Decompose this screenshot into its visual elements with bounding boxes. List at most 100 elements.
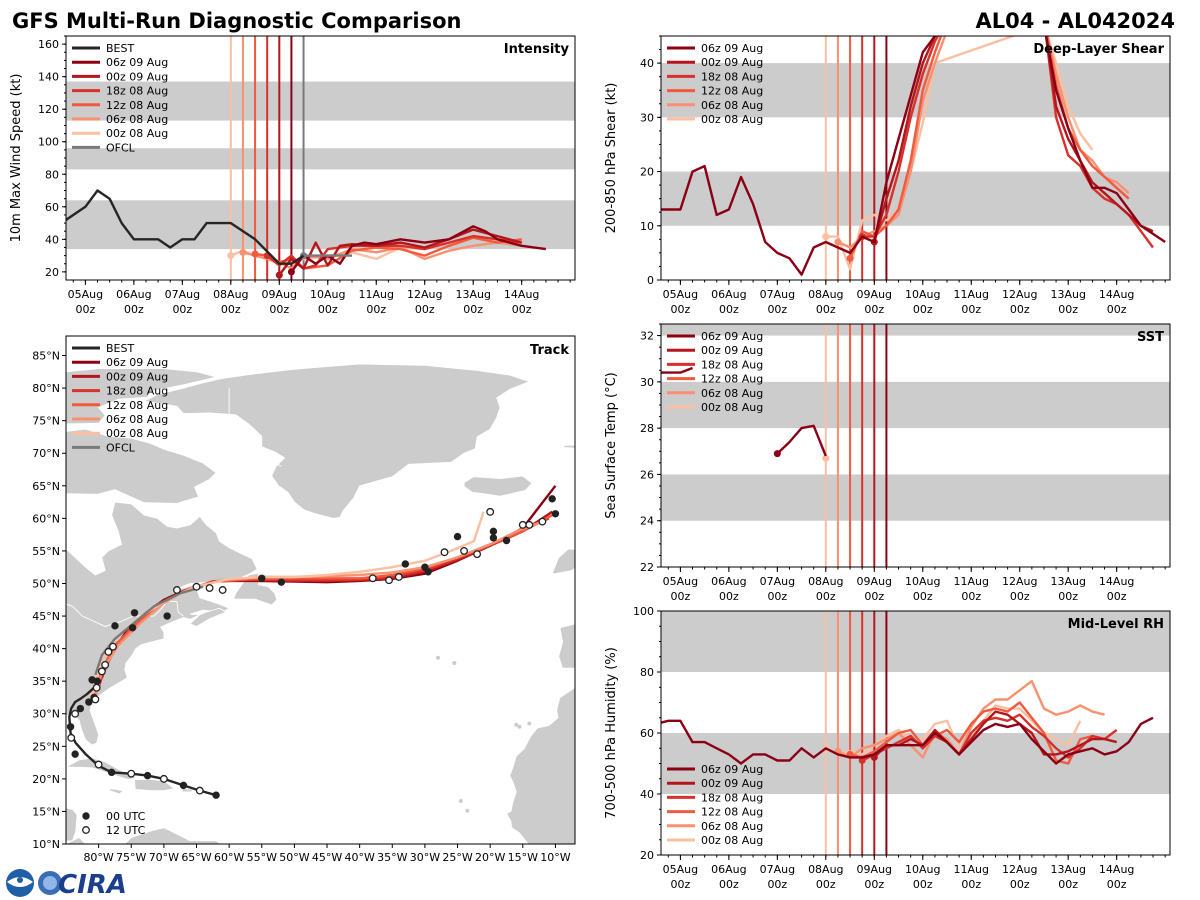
africa-iberia-land <box>505 623 575 844</box>
track-legend-label: OFCL <box>106 441 136 454</box>
intensity-legend-label: 18z 08 Aug <box>106 85 168 98</box>
shear-legend-label: 18z 08 Aug <box>701 70 763 83</box>
atlantic-island-land <box>527 721 532 726</box>
sst-xtick-day: 10Aug <box>905 575 940 588</box>
shear-xtick-day: 09Aug <box>857 288 892 301</box>
track-point-00utc <box>453 532 462 541</box>
atlantic-island-land <box>465 808 470 813</box>
sst-ytick-label: 30 <box>640 376 654 389</box>
track-point-12utc <box>518 520 527 529</box>
rh-xtick-hour: 00z <box>961 878 981 891</box>
baffin-island-land <box>66 428 217 504</box>
shear-title: Deep-Layer Shear <box>1033 42 1164 57</box>
intensity-xtick-hour: 00z <box>269 303 289 316</box>
shear-legend-label: 12z 08 Aug <box>701 85 763 98</box>
sst-xtick-hour: 00z <box>1107 590 1127 603</box>
track-lat-label: 70°N <box>32 447 60 460</box>
track-point-12utc <box>101 660 110 669</box>
rh-xtick-day: 10Aug <box>905 863 940 876</box>
track-legend-marker-label: 00 UTC <box>106 810 146 823</box>
rh-legend-label: 12z 08 Aug <box>701 806 763 819</box>
rh-legend-label: 00z 09 Aug <box>701 777 763 790</box>
rh-xtick-hour: 00z <box>1107 878 1127 891</box>
shear-xtick-day: 05Aug <box>663 288 698 301</box>
shear-legend-label: 00z 08 Aug <box>701 113 763 126</box>
shear-band <box>661 171 1170 226</box>
track-point-12utc <box>218 586 227 594</box>
track-lon-label: 40°W <box>344 851 374 864</box>
intensity-ytick-label: 100 <box>38 136 59 149</box>
intensity-panel: Intensity 10m Max Wind Speed (kt) 20 40 60 80… <box>9 35 576 316</box>
track-point-12utc <box>192 582 201 591</box>
track-point-12utc <box>97 667 106 676</box>
sst-xtick-day: 07Aug <box>760 575 795 588</box>
rh-xtick-day: 13Aug <box>1050 863 1085 876</box>
rh-xtick-hour: 00z <box>816 878 836 891</box>
iceland-land <box>463 475 533 497</box>
cira-logo: CIRA <box>38 870 127 900</box>
sst-plot-area <box>661 324 1170 567</box>
track-lon-label: 55°W <box>247 851 277 864</box>
track-lat-label: 20°N <box>32 773 60 786</box>
rh-xtick-day: 11Aug <box>954 863 989 876</box>
sst-title: SST <box>1137 330 1164 345</box>
rh-legend-label: 18z 08 Aug <box>701 791 763 804</box>
intensity-series-start-marker <box>251 250 259 258</box>
track-lat-label: 65°N <box>32 480 60 493</box>
track-lon-label: 45°W <box>312 851 342 864</box>
north-america-land <box>66 501 258 746</box>
shear-ytick-label: 0 <box>647 274 654 287</box>
shear-xtick-day: 07Aug <box>760 288 795 301</box>
sst-xtick-day: 06Aug <box>711 575 746 588</box>
intensity-series-start-marker <box>58 220 65 227</box>
rh-xtick-day: 09Aug <box>857 863 892 876</box>
track-lon-label: 60°W <box>214 851 244 864</box>
intensity-series-line <box>66 189 305 265</box>
atlantic-island-land <box>517 724 522 729</box>
sst-ytick-label: 24 <box>640 515 654 528</box>
shear-xtick-hour: 00z <box>1107 303 1127 316</box>
sst-ylabel: Sea Surface Temp (°C) <box>604 372 619 519</box>
track-panel: Track 10°N 15°N 20°N 25°N 30°N 35°N 40°N 45°N 50°… <box>32 335 576 864</box>
shear-ylabel: 200-850 hPa Shear (kt) <box>604 83 619 234</box>
track-point-12utc <box>473 550 482 559</box>
track-point-00utc <box>76 704 85 713</box>
shear-series-start-marker <box>822 233 830 241</box>
track-point-00utc <box>71 750 79 758</box>
sst-panel: SST Sea Surface Temp (°C) 22 24 26 28 30 32 05Au… <box>604 323 1171 603</box>
greenland-internal-border <box>228 388 282 467</box>
track-point-00utc <box>111 622 119 630</box>
shear-series-start-marker <box>653 206 660 213</box>
intensity-band <box>66 148 575 170</box>
shear-xtick-hour: 00z <box>961 303 981 316</box>
sst-series-start-marker <box>822 454 830 462</box>
track-point-00utc <box>551 510 560 518</box>
shear-xtick-day: 11Aug <box>954 288 989 301</box>
rh-xtick-hour: 00z <box>719 878 739 891</box>
sst-band <box>661 324 1170 336</box>
track-point-12utc <box>71 709 80 718</box>
shear-xtick-hour: 00z <box>670 303 690 316</box>
sst-legend-label: 00z 08 Aug <box>701 401 763 414</box>
intensity-xtick-day: 09Aug <box>262 288 297 301</box>
track-lon-label: 75°W <box>116 851 146 864</box>
shear-plot-area <box>653 36 1170 280</box>
track-point-12utc <box>538 517 547 526</box>
cira-logo-text: CIRA <box>58 870 127 900</box>
track-point-12utc <box>159 774 168 783</box>
track-lat-label: 25°N <box>32 740 60 753</box>
track-point-12utc <box>525 520 534 529</box>
track-lat-label: 60°N <box>32 512 60 525</box>
track-line <box>94 585 204 676</box>
intensity-xtick-day: 12Aug <box>407 288 442 301</box>
intensity-xtick-hour: 00z <box>221 303 241 316</box>
track-plot-area <box>66 363 575 844</box>
track-lon-label: 20°W <box>475 851 505 864</box>
atlantic-island-land <box>458 799 463 804</box>
track-title: Track <box>530 343 569 358</box>
sst-series-line <box>661 366 693 374</box>
track-lon-label: 10°W <box>540 851 570 864</box>
intensity-legend-label: 12z 08 Aug <box>106 99 168 112</box>
rh-ytick-label: 40 <box>640 788 654 801</box>
rh-xtick-day: 14Aug <box>1099 863 1134 876</box>
